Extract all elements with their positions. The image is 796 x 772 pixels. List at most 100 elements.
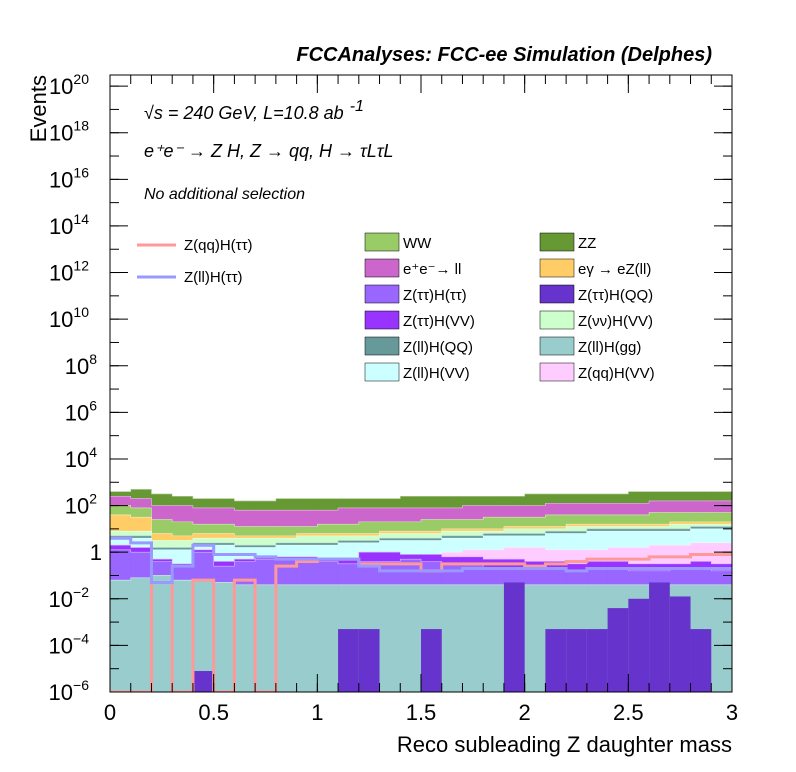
spike-bar [317, 596, 339, 692]
bar-z-ll-h-gg [234, 584, 256, 692]
legend-label-z-ll-h-vv: Z(ll)H(VV) [403, 365, 470, 382]
outline-e-e-ll [110, 495, 732, 511]
legend-swatch-z-ll-h-vv [364, 362, 400, 382]
spike-bar [628, 598, 650, 692]
legend-swatch-z-h-vv [539, 310, 575, 330]
spike-bar [338, 629, 359, 692]
signal-z-qq-h [110, 553, 732, 692]
legend-swatch-e-ez-ll [539, 258, 575, 278]
outline-ww [110, 505, 732, 527]
x-axis-ticks: 0 0.5 1 1.5 2 2.5 3 [104, 75, 738, 725]
bar-z-ll-h-gg [110, 579, 131, 692]
y-tick-label: 1018 [49, 118, 89, 146]
legend-label-z-h-vv: Z(νν)H(VV) [578, 313, 653, 330]
y-tick-label: 1 [90, 540, 102, 565]
spike-bar [296, 596, 318, 692]
spike-bar [690, 629, 712, 692]
legend-swatch-ww [364, 232, 400, 252]
bar-z-ll-h-gg [151, 575, 173, 692]
legend-label-z-ll-h: Z(ll)H(ττ) [184, 269, 243, 286]
x-tick-label: 1 [311, 700, 323, 725]
y-tick-label: 1014 [49, 211, 89, 239]
x-tick-label: 0.5 [198, 700, 229, 725]
legend-label-e-ez-ll: eγ → eZ(ll) [578, 261, 651, 278]
legend-label-z-h-vv: Z(ττ)H(VV) [403, 313, 475, 330]
bar-z-ll-h-gg [213, 582, 235, 692]
y-tick-label: 108 [65, 351, 97, 379]
spikes-z-h-qq [192, 582, 712, 692]
y-tick-label: 1010 [49, 304, 89, 332]
spike-bar [669, 596, 691, 692]
legend-swatch-z-ll-h-qq [364, 336, 400, 356]
legend-label-ww: WW [403, 235, 432, 252]
spike-bar [545, 629, 567, 692]
x-tick-label: 2 [519, 700, 531, 725]
energy-text: √s = 240 GeV, L=10.8 ab [144, 103, 344, 123]
spike-bar [503, 582, 525, 692]
energy-annotation: √s = 240 GeV, L=10.8 ab -1 [144, 98, 364, 123]
spike-bar [358, 629, 380, 692]
legend-swatch-z-h-qq [539, 284, 575, 304]
spike-bar [462, 596, 484, 692]
legend-swatch-z-h-vv [364, 310, 400, 330]
signal-histograms [110, 536, 732, 692]
legend-swatch-z-h [364, 284, 400, 304]
legend-swatch-zz [539, 232, 575, 252]
sparse-background-bins [192, 582, 732, 692]
outline-e-ez-ll [110, 514, 732, 537]
spike-bar [441, 596, 463, 692]
legend-label-z-ll-h-gg: Z(ll)H(gg) [578, 339, 641, 356]
process-annotation: e⁺e⁻ → Z H, Z → qq, H → τLτL [144, 141, 394, 161]
y-tick-label: 104 [65, 444, 97, 472]
legend-label-z-qq-h: Z(qq)H(ττ) [184, 237, 253, 254]
legend-swatch-z-ll-h-gg [539, 336, 575, 356]
y-tick-label: 102 [65, 491, 97, 519]
legend-label-z-qq-h-vv: Z(qq)H(VV) [578, 365, 655, 382]
chart-title: FCCAnalyses: FCC-ee Simulation (Delphes) [296, 44, 712, 66]
y-tick-label: 1020 [49, 71, 89, 99]
y-tick-label: 1012 [49, 258, 89, 286]
y-tick-label: 10−2 [49, 584, 90, 612]
y-tick-label: 10−4 [49, 630, 90, 658]
spike-bar [649, 582, 670, 692]
bar-z-ll-h-gg [130, 577, 152, 692]
outline-zz [110, 488, 732, 502]
x-tick-label: 2.5 [613, 700, 644, 725]
y-axis-ticks: 10−6 10−4 10−21 102 104 106 108 1010 1012 1014 101… [49, 71, 732, 705]
outline-z-ll-h-qq [110, 526, 732, 548]
x-tick-label: 1.5 [406, 700, 437, 725]
spike-bar [711, 596, 732, 692]
spike-bar [483, 596, 505, 692]
legend-swatch-z-qq-h-vv [539, 362, 575, 382]
spike-bar [192, 671, 214, 692]
x-tick-label: 3 [726, 700, 738, 725]
spike-bar [379, 596, 401, 692]
legend-label-zz: ZZ [578, 235, 596, 252]
signal-z-ll-h [110, 536, 732, 584]
legend-label-e-e-ll: e⁺e⁻→ ll [403, 261, 461, 278]
y-axis-label: Events [26, 75, 51, 142]
spike-bar [524, 596, 546, 692]
selection-annotation: No additional selection [144, 186, 305, 203]
x-tick-label: 0 [104, 700, 116, 725]
spike-bar [566, 629, 587, 692]
outline-z-h-vv [110, 523, 732, 541]
legend-label-z-ll-h-qq: Z(ll)H(QQ) [403, 339, 473, 356]
spike-bar [400, 596, 422, 692]
spike-bar [607, 608, 629, 692]
x-axis-label: Reco subleading Z daughter mass [397, 732, 732, 757]
y-tick-label: 1016 [49, 164, 89, 192]
spike-bar [421, 629, 442, 692]
spike-bar [275, 596, 298, 692]
legend-label-z-h-qq: Z(ττ)H(QQ) [578, 287, 653, 304]
spike-bar [255, 596, 277, 692]
y-tick-label: 106 [65, 397, 97, 425]
energy-exponent: -1 [350, 98, 364, 115]
annotation-block: √s = 240 GeV, L=10.8 ab -1 e⁺e⁻ → Z H, Z … [144, 98, 394, 203]
legend-swatch-e-e-ll [364, 258, 400, 278]
legend-label-z-h: Z(ττ)H(ττ) [403, 287, 467, 304]
bar-z-ll-h-gg [171, 579, 194, 692]
spike-bar [586, 629, 608, 692]
y-tick-label: 10−6 [49, 677, 90, 705]
